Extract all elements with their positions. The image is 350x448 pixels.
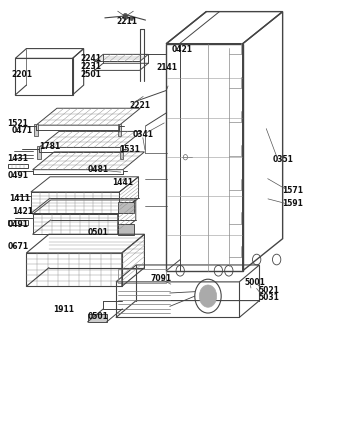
Text: 0351: 0351 [272,155,293,164]
Text: 1521: 1521 [8,119,28,128]
Bar [118,224,134,235]
Text: 0671: 0671 [8,242,29,251]
Text: 1431: 1431 [8,154,29,163]
Text: 0501: 0501 [88,312,108,321]
Bar [15,58,72,95]
Text: 0341: 0341 [133,130,154,139]
Text: 0491: 0491 [8,220,29,229]
Bar [34,124,38,136]
Text: 1591: 1591 [282,199,303,208]
Bar [118,124,121,136]
Bar [8,220,28,225]
Bar [118,202,134,213]
Text: 2501: 2501 [80,70,101,79]
Bar [88,314,107,322]
Text: 2211: 2211 [116,17,137,26]
Text: 5001: 5001 [244,278,265,287]
Text: 0471: 0471 [12,126,33,135]
Circle shape [199,285,217,307]
Bar [8,164,28,168]
Text: 7091: 7091 [151,274,172,283]
Text: 1781: 1781 [40,142,61,151]
Bar [26,253,122,286]
Text: 2201: 2201 [12,70,33,79]
Circle shape [130,16,133,21]
Bar [31,192,119,213]
Text: 2231: 2231 [80,62,101,71]
Text: 1571: 1571 [282,185,303,195]
Text: 1531: 1531 [119,145,140,154]
Text: 5031: 5031 [258,293,279,302]
Circle shape [123,13,128,20]
Text: 2241: 2241 [80,54,101,63]
Text: 2221: 2221 [130,101,151,110]
Text: 0421: 0421 [172,45,193,54]
Bar [37,146,41,159]
Text: 0501: 0501 [88,228,108,237]
Bar [118,269,166,283]
Bar [120,146,123,159]
Text: 2141: 2141 [156,63,177,72]
Text: 1421: 1421 [12,207,33,216]
Text: 1441: 1441 [112,178,133,187]
Text: 1911: 1911 [53,306,74,314]
Text: 1411: 1411 [9,194,30,202]
Bar [33,214,118,234]
Text: 5021: 5021 [258,286,279,295]
Text: 0481: 0481 [88,165,108,174]
Text: 0491: 0491 [8,171,29,180]
